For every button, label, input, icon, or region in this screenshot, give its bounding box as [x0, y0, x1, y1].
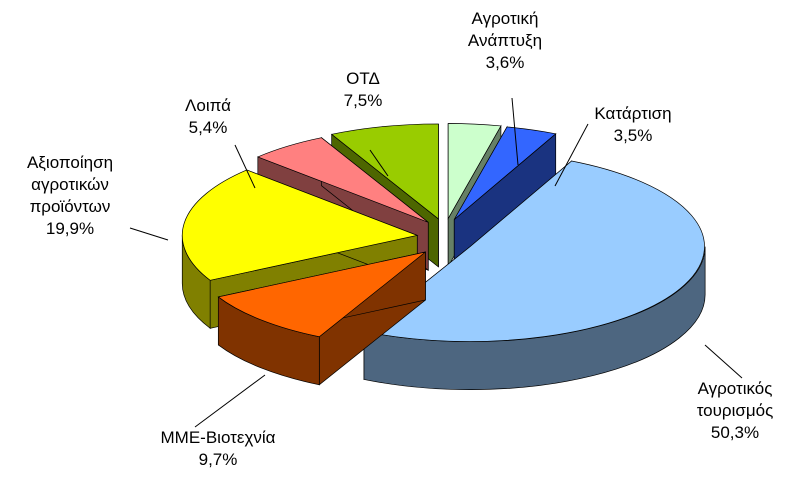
- value-label: 7,5%: [343, 91, 383, 110]
- category-label: Κατάρτιση: [594, 104, 672, 123]
- category-label: Λοιπά: [185, 96, 231, 115]
- slice-label: ΜΜΕ-Βιοτεχνία 9,7%: [161, 427, 276, 471]
- slice-label: Λοιπά 5,4%: [185, 95, 231, 139]
- slice: [181, 169, 419, 281]
- leader-line: [511, 97, 519, 166]
- leader-line: [234, 144, 256, 189]
- leader-line: [194, 374, 266, 428]
- category-label: ΟΤΔ: [346, 69, 380, 88]
- slice-label: Αγροτικός τουρισμός 50,3%: [697, 378, 774, 444]
- leader-line: [369, 149, 389, 177]
- leader-line: [704, 344, 743, 379]
- value-label: 5,4%: [188, 118, 228, 137]
- value-label: 50,3%: [710, 423, 760, 442]
- slice-group: [217, 251, 426, 386]
- leader-line: [129, 227, 169, 241]
- slice: [363, 160, 705, 342]
- slice: [256, 137, 429, 223]
- category-label: Αξιοποίηση αγροτικών προϊόντων: [26, 153, 114, 216]
- slice-group: [453, 125, 557, 269]
- value-label: 19,9%: [45, 219, 95, 238]
- category-label: ΜΜΕ-Βιοτεχνία: [160, 428, 276, 447]
- category-label: Αγροτικός τουρισμός: [696, 379, 774, 420]
- category-label: Αγροτική Ανάπτυξη: [467, 9, 543, 50]
- value-label: 3,5%: [613, 126, 653, 145]
- slice: [217, 251, 426, 338]
- slice-label: Αγροτική Ανάπτυξη 3,6%: [468, 8, 542, 74]
- value-label: 3,6%: [485, 53, 525, 72]
- slice-group: [363, 160, 706, 390]
- slice-label: ΟΤΔ 7,5%: [344, 68, 383, 112]
- value-label: 9,7%: [198, 450, 238, 469]
- slice: [447, 123, 502, 220]
- slice-label: Κατάρτιση 3,5%: [594, 103, 671, 147]
- leader-line: [554, 123, 589, 187]
- slice-label: Αξιοποίηση αγροτικών προϊόντων 19,9%: [27, 152, 113, 240]
- slice: [453, 126, 557, 220]
